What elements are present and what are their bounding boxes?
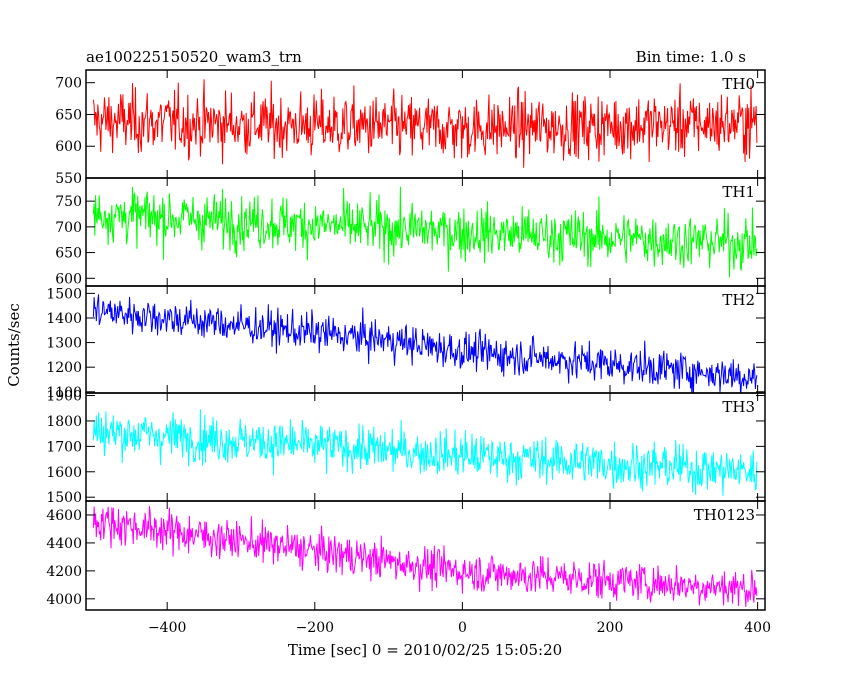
y-tick-label: 4200 bbox=[46, 564, 82, 580]
panel-th0: 550 600 650 700 TH0 bbox=[55, 69, 766, 187]
panel-label: TH0123 bbox=[694, 506, 755, 524]
y-tick-label: 750 bbox=[55, 194, 82, 210]
x-axis-label: Time [sec] 0 = 2010/02/25 15:05:20 bbox=[288, 641, 562, 659]
chart-title: ae100225150520_wam3_trn bbox=[86, 48, 302, 66]
y-tick-label: 1400 bbox=[46, 311, 82, 327]
y-tick-label: 600 bbox=[55, 271, 82, 287]
panel-label: TH2 bbox=[722, 291, 755, 309]
panel-label: TH0 bbox=[722, 75, 755, 93]
y-tick-label: 700 bbox=[55, 220, 82, 236]
y-tick-label: 600 bbox=[55, 139, 82, 155]
panel-th2: 1100 1200 1300 1400 1500 TH2 bbox=[46, 285, 766, 401]
series-line-th0123 bbox=[92, 506, 758, 607]
y-tick-label: 4000 bbox=[46, 592, 82, 608]
panel-th0123: 4000 4200 4400 4600 TH0123 bbox=[46, 500, 766, 611]
y-axis-label: Counts/sec bbox=[5, 303, 23, 387]
x-tick-label: 0 bbox=[458, 620, 467, 636]
panel-frame bbox=[85, 500, 766, 611]
y-tick-label: 1300 bbox=[46, 336, 82, 352]
panel-th1: 600 650 700 750 TH1 bbox=[55, 177, 766, 287]
bin-time-label: Bin time: 1.0 s bbox=[636, 48, 746, 66]
y-tick-label: 1500 bbox=[46, 286, 82, 302]
y-tick-label: 1900 bbox=[46, 389, 82, 405]
panel-th3: 1500 1600 1700 1800 1900 TH3 bbox=[46, 389, 766, 506]
series-line-th0 bbox=[92, 79, 758, 168]
x-tick-labels: −400 −200 0 200 400 bbox=[148, 620, 771, 636]
panel-label: TH1 bbox=[722, 183, 755, 201]
series-line-th2 bbox=[92, 294, 758, 393]
y-tick-label: 4400 bbox=[46, 536, 82, 552]
y-tick-label: 1500 bbox=[46, 490, 82, 506]
y-tick-label: 1200 bbox=[46, 360, 82, 376]
y-tick-label: 1800 bbox=[46, 414, 82, 430]
y-tick-label: 650 bbox=[55, 107, 82, 123]
panels-group: 550 600 650 700 TH0 600 650 700 750 TH1 1100 1200 13… bbox=[46, 69, 766, 611]
series-line-th1 bbox=[92, 186, 758, 278]
y-tick-label: 650 bbox=[55, 246, 82, 262]
x-tick-label: −400 bbox=[148, 620, 186, 636]
y-tick-label: 1100 bbox=[46, 385, 82, 401]
y-tick-label: 1700 bbox=[46, 439, 82, 455]
panel-label: TH3 bbox=[722, 398, 755, 416]
x-tick-label: 200 bbox=[597, 620, 624, 636]
y-tick-label: 550 bbox=[55, 171, 82, 187]
x-tick-label: 400 bbox=[744, 620, 771, 636]
y-tick-label: 700 bbox=[55, 76, 82, 92]
series-line-th3 bbox=[92, 409, 758, 496]
panel-frame bbox=[85, 285, 766, 394]
y-tick-label: 4600 bbox=[46, 508, 82, 524]
y-tick-label: 1600 bbox=[46, 465, 82, 481]
x-tick-label: −200 bbox=[296, 620, 334, 636]
